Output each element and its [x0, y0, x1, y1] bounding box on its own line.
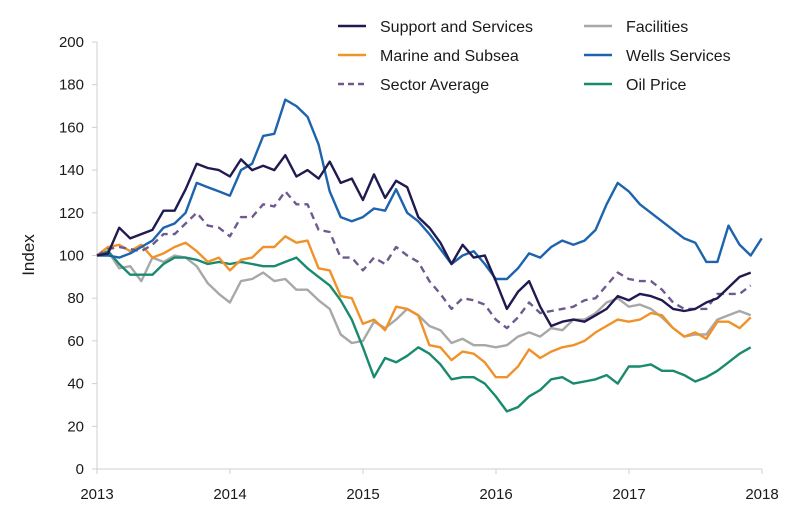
y-tick-label: 100: [59, 248, 84, 265]
legend-item-oil-price: Oil Price: [584, 77, 687, 94]
y-tick-label: 160: [59, 119, 84, 136]
y-tick-label: 180: [59, 77, 84, 94]
legend-item-facilities: Facilities: [584, 19, 688, 36]
y-tick-label: 0: [76, 461, 84, 478]
x-tick-label: 2013: [80, 486, 113, 503]
x-tick-label: 2018: [745, 486, 778, 503]
y-axis-title: Index: [19, 234, 38, 276]
series-line-marine-and-subsea: [96, 235, 752, 379]
legend-item-support-and-services: Support and Services: [338, 19, 533, 36]
y-tick-label: 120: [59, 205, 84, 222]
series-line-wells-services: [97, 98, 763, 281]
y-tick-label: 200: [59, 34, 84, 51]
axes: 0 20 40 60 80 100 120 140 160 180 200 2013 2014 2015…: [59, 34, 779, 503]
x-tick-label: 2016: [479, 486, 512, 503]
y-tick-label: 40: [67, 376, 84, 393]
legend: Support and Services Marine and Subsea Sec…: [338, 19, 731, 94]
x-ticks: 2013 2014 2015 2016 2017 2018: [80, 469, 779, 503]
legend-item-marine-and-subsea: Marine and Subsea: [338, 48, 519, 65]
legend-label: Wells Services: [626, 48, 731, 65]
legend-item-sector-average: Sector Average: [338, 77, 489, 94]
y-ticks: 0 20 40 60 80 100 120 140 160 180 200: [59, 34, 97, 478]
legend-label: Oil Price: [626, 77, 687, 94]
series-line-facilities: [96, 249, 752, 349]
series-line-sector-average: [96, 190, 752, 330]
legend-item-wells-services: Wells Services: [584, 48, 731, 65]
x-tick-label: 2014: [213, 486, 246, 503]
legend-label: Sector Average: [380, 77, 489, 94]
y-tick-label: 80: [67, 290, 84, 307]
x-tick-label: 2015: [346, 486, 379, 503]
y-tick-label: 140: [59, 162, 84, 179]
legend-label: Support and Services: [380, 19, 533, 36]
series-line-oil-price: [96, 249, 752, 413]
y-tick-label: 20: [67, 418, 84, 435]
series-group: [96, 98, 763, 413]
legend-label: Facilities: [626, 19, 688, 36]
series-line-support-and-services: [96, 153, 752, 328]
legend-label: Marine and Subsea: [380, 48, 519, 65]
y-tick-label: 60: [67, 333, 84, 350]
x-tick-label: 2017: [612, 486, 645, 503]
